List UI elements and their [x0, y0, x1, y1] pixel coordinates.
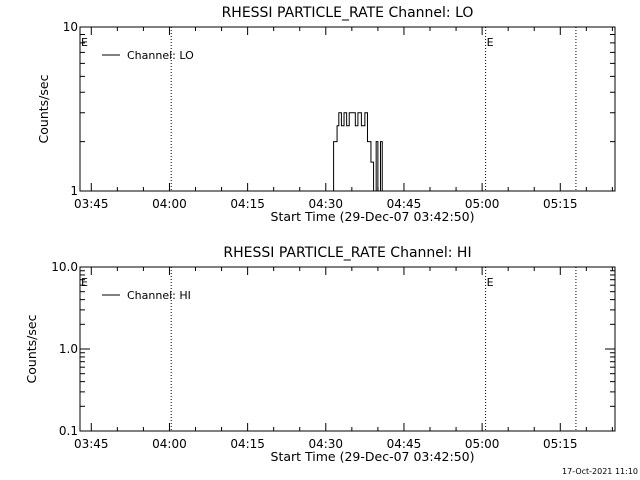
- x-tick-label: 05:00: [465, 437, 500, 451]
- chart-panel-1: RHESSI PARTICLE_RATE Channel: LO 03:45 04:…: [36, 5, 616, 224]
- y-tick-label: 0.1: [59, 424, 78, 438]
- y-tick-label: 1: [70, 184, 78, 198]
- x-tick-label: 05:15: [543, 437, 578, 451]
- y-axis-label: Counts/sec: [24, 314, 39, 383]
- event-marker-label: E: [81, 36, 88, 49]
- x-tick-label: 04:15: [230, 197, 265, 211]
- x-tick-label: 03:45: [74, 197, 109, 211]
- x-tick-label: 04:15: [230, 437, 265, 451]
- x-tick-label: 04:00: [152, 197, 187, 211]
- plot-frame: [79, 26, 616, 192]
- legend-label: Channel: HI: [127, 289, 191, 302]
- x-axis-label: Start Time (29-Dec-07 03:42:50): [271, 209, 475, 224]
- x-tick-label: 04:30: [308, 437, 343, 451]
- chart-title: RHESSI PARTICLE_RATE Channel: LO: [222, 5, 474, 21]
- x-tick-label: 03:45: [74, 437, 109, 451]
- x-tick-label: 04:00: [152, 437, 187, 451]
- y-tick-label: 10.0: [51, 260, 78, 274]
- event-marker-label: E: [487, 276, 494, 289]
- chart-title: RHESSI PARTICLE_RATE Channel: HI: [223, 245, 471, 261]
- x-tick-label: 04:45: [387, 437, 422, 451]
- event-marker-label: E: [487, 36, 494, 49]
- x-tick-label: 05:15: [543, 197, 578, 211]
- timestamp-label: 17-Oct-2021 11:10: [562, 467, 638, 476]
- series-line: [332, 112, 383, 192]
- x-tick-label: 04:45: [387, 197, 422, 211]
- chart-panel-2: RHESSI PARTICLE_RATE Channel: HI 03:45 04:…: [24, 245, 616, 464]
- event-marker-label: E: [81, 276, 88, 289]
- y-tick-label: 10: [63, 20, 78, 34]
- x-tick-label: 05:00: [465, 197, 500, 211]
- x-tick-label: 04:30: [308, 197, 343, 211]
- y-axis-label: Counts/sec: [36, 74, 51, 143]
- legend-label: Channel: LO: [127, 49, 194, 62]
- x-axis-label: Start Time (29-Dec-07 03:42:50): [271, 449, 475, 464]
- y-tick-label: 1.0: [59, 342, 78, 356]
